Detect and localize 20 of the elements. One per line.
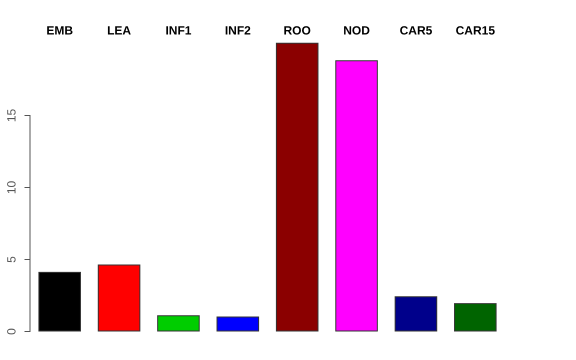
bar xyxy=(335,60,378,332)
x-tick-label: INF1 xyxy=(165,24,192,38)
bar xyxy=(98,264,140,332)
y-tick-label: 0 xyxy=(4,328,18,335)
x-tick-label: NOD xyxy=(343,24,370,38)
x-tick-label: CAR5 xyxy=(400,24,433,38)
y-tick-label: 15 xyxy=(4,108,18,122)
y-tick-label: 5 xyxy=(4,256,18,263)
bar xyxy=(38,272,81,332)
x-tick-label: ROO xyxy=(284,24,311,38)
bar xyxy=(276,42,318,332)
bar xyxy=(216,316,260,332)
y-tick-label: 10 xyxy=(4,180,18,194)
bar xyxy=(454,303,497,332)
bar xyxy=(394,296,438,332)
x-tick-label: LEA xyxy=(107,24,132,38)
x-tick-label: CAR15 xyxy=(456,24,496,38)
bar xyxy=(157,315,200,332)
x-tick-label: EMB xyxy=(46,24,74,38)
x-tick-label: INF2 xyxy=(224,24,252,38)
